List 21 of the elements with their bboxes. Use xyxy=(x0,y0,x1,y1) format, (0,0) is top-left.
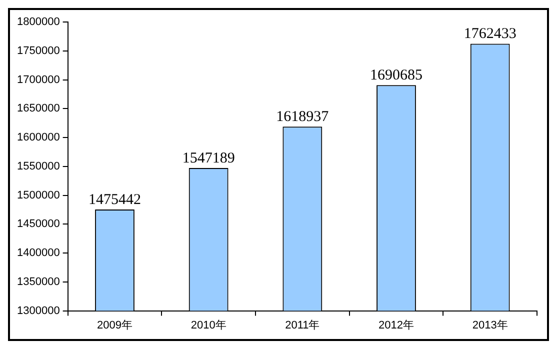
y-tick-label: 1300000 xyxy=(16,304,60,317)
y-tick-label: 1750000 xyxy=(16,44,60,57)
y-tick-label: 1450000 xyxy=(16,218,60,230)
x-tick-label: 2009年 xyxy=(97,319,132,332)
x-tick-label: 2012年 xyxy=(378,319,414,332)
data-label: 1762433 xyxy=(464,26,516,42)
y-tick-label: 1800000 xyxy=(16,16,60,28)
data-label: 1547189 xyxy=(182,150,235,166)
x-tick-label: 2011年 xyxy=(285,319,320,332)
data-label: 1690685 xyxy=(370,68,422,84)
y-tick-label: 1400000 xyxy=(16,247,60,260)
data-label: 1475442 xyxy=(88,192,141,208)
y-tick-label: 1550000 xyxy=(16,160,60,172)
y-tick-label: 1700000 xyxy=(16,74,60,86)
x-tick-label: 2013年 xyxy=(472,319,508,332)
y-tick-label: 1650000 xyxy=(16,102,60,115)
y-tick-label: 1500000 xyxy=(16,189,60,202)
data-label: 1618937 xyxy=(276,109,330,126)
x-tick-label: 2010年 xyxy=(190,319,226,332)
y-tick-label: 1600000 xyxy=(16,132,60,144)
y-tick-label: 1350000 xyxy=(16,276,60,288)
